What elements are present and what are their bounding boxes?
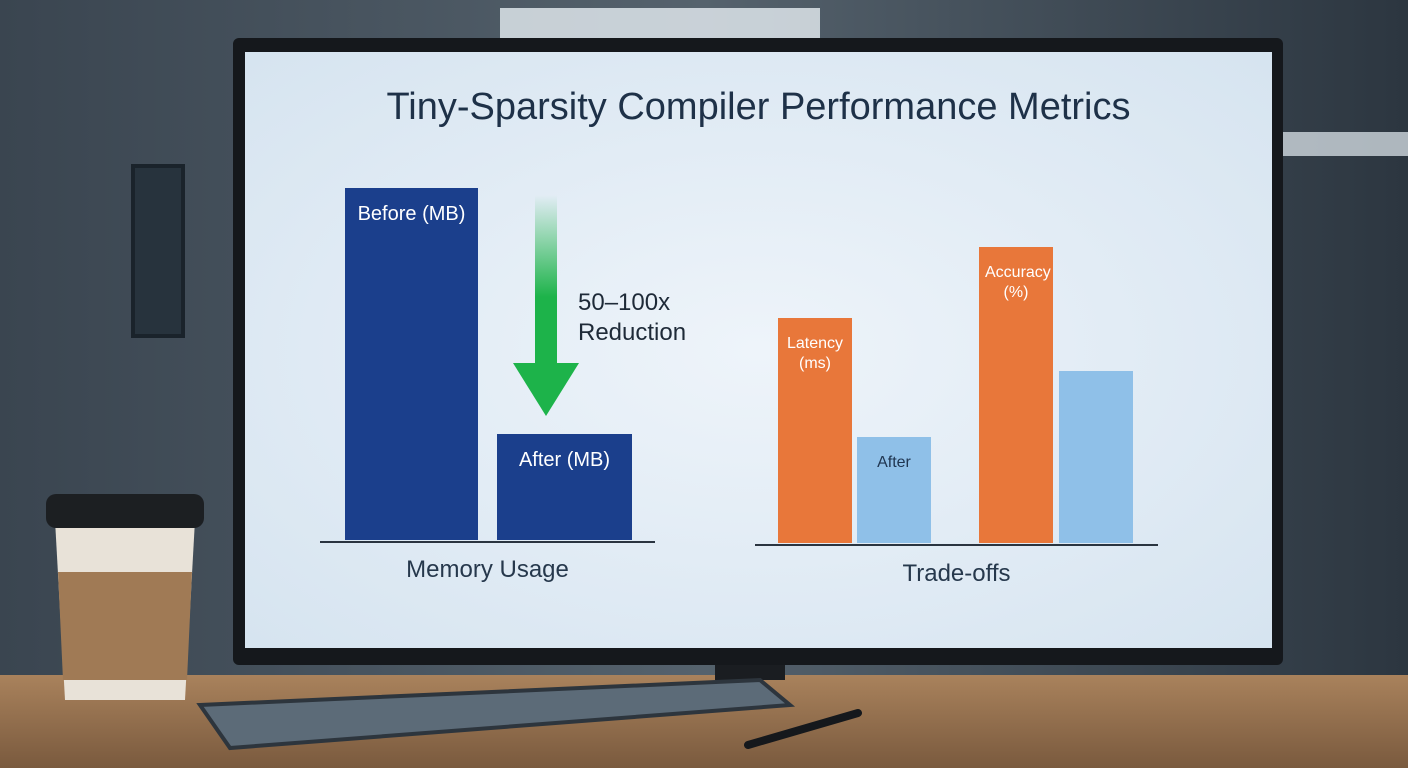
bar: [778, 317, 852, 543]
bar: [345, 188, 478, 540]
ceiling-light: [500, 8, 820, 38]
ceiling-light: [1282, 132, 1408, 156]
bar-label: After (MB): [518, 449, 611, 472]
cup-lid: [46, 494, 204, 528]
bar-label: Before (MB): [357, 203, 466, 225]
bar: [1059, 370, 1133, 543]
x-axis-label: Memory Usage: [406, 556, 569, 583]
bar-label: After: [877, 454, 911, 472]
axis-line: [320, 541, 655, 543]
pen: [744, 709, 862, 749]
bar-label: Latency (ms): [786, 334, 844, 372]
wall-frame: [131, 164, 185, 338]
tablet: [196, 677, 796, 751]
bar: [497, 434, 632, 540]
cup-sleeve: [58, 572, 192, 680]
annotation: 50–100x Reduction: [578, 289, 687, 346]
chart-title: Tiny-Sparsity Compiler Performance Metri…: [386, 86, 1131, 128]
axis-line: [755, 544, 1158, 546]
x-axis-label: Trade-offs: [902, 560, 1011, 587]
bar: [857, 437, 931, 543]
bar: [979, 247, 1053, 543]
arrow-shaft: [535, 195, 557, 365]
bar-label: Accuracy (%): [985, 264, 1051, 302]
arrow-head: [513, 363, 579, 416]
